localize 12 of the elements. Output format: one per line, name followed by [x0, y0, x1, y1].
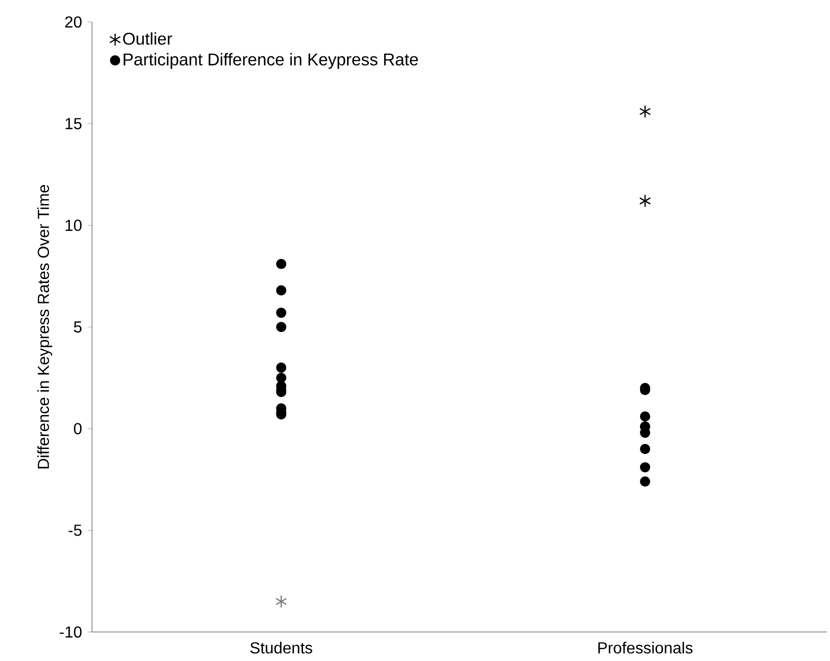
y-tick-label: -10 [60, 626, 82, 638]
y-tick-label: -5 [68, 524, 82, 536]
y-tick-label: 15 [66, 118, 82, 130]
y-tick-label: 20 [65, 16, 82, 28]
y-axis-title: Difference in Keypress Rates Over Time [37, 185, 52, 468]
legend-label: Outlier [123, 32, 172, 45]
y-tick-label: 10 [66, 220, 82, 231]
x-tick-label: Students [250, 642, 312, 654]
y-tick-label: 5 [74, 321, 82, 333]
legend-label: Participant Difference in Keypress Rate [124, 53, 418, 69]
x-tick-label: Professionals [598, 642, 692, 654]
y-tick-label: 0 [74, 422, 82, 434]
